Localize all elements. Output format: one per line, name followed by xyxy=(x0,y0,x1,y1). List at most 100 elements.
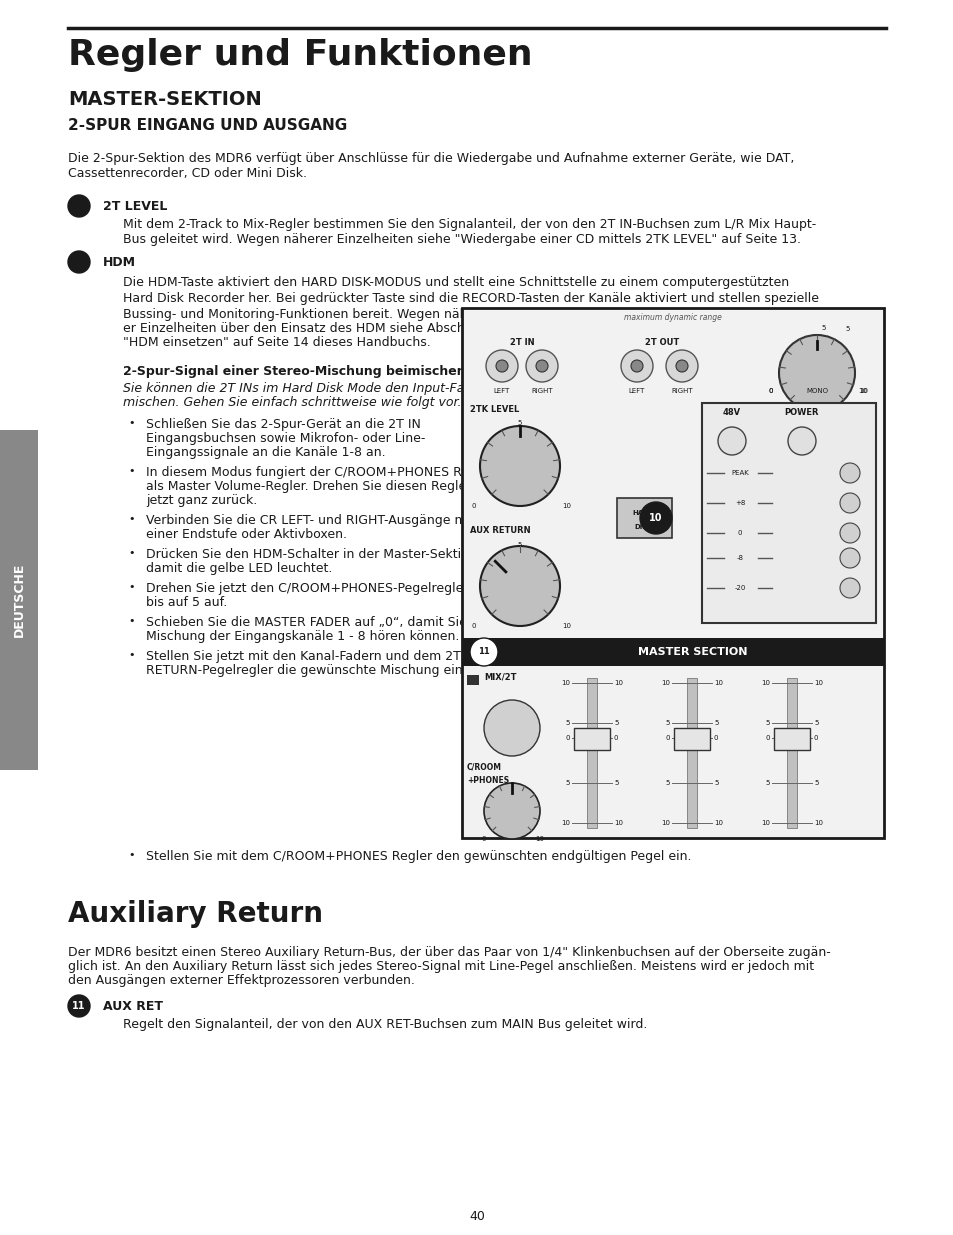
Text: -8: -8 xyxy=(736,555,742,561)
Text: 0: 0 xyxy=(565,735,569,741)
Text: +8: +8 xyxy=(734,500,744,506)
Text: RIGHT: RIGHT xyxy=(671,388,692,394)
Text: MIX/2T: MIX/2T xyxy=(483,673,516,682)
Text: 2TK LEVEL: 2TK LEVEL xyxy=(470,405,518,414)
Text: 5: 5 xyxy=(565,720,569,726)
Text: Auxiliary Return: Auxiliary Return xyxy=(68,900,323,927)
Text: 0: 0 xyxy=(471,503,476,509)
Text: 5: 5 xyxy=(509,790,514,797)
Text: 10: 10 xyxy=(713,820,722,826)
Text: Hard Disk Recorder her. Bei gedrückter Taste sind die RECORD-Tasten der Kanäle a: Hard Disk Recorder her. Bei gedrückter T… xyxy=(123,291,818,305)
Circle shape xyxy=(525,350,558,382)
Circle shape xyxy=(718,427,745,454)
Text: 0: 0 xyxy=(737,530,741,536)
Text: Stellen Sie jetzt mit den Kanal-Fadern und dem 2T: Stellen Sie jetzt mit den Kanal-Fadern u… xyxy=(146,650,460,663)
Text: •: • xyxy=(128,514,134,524)
Text: 5: 5 xyxy=(813,781,818,785)
Text: •: • xyxy=(128,582,134,592)
Circle shape xyxy=(676,359,687,372)
Circle shape xyxy=(483,783,539,839)
Text: MASTER SECTION: MASTER SECTION xyxy=(638,647,747,657)
Circle shape xyxy=(483,700,539,756)
Circle shape xyxy=(840,578,859,598)
Bar xyxy=(773,727,809,750)
Text: Drehen Sie jetzt den C/ROOM+PHONES-Pegelregler fast: Drehen Sie jetzt den C/ROOM+PHONES-Pegel… xyxy=(146,582,496,595)
Text: 10: 10 xyxy=(560,820,569,826)
Text: 0: 0 xyxy=(665,735,669,741)
Circle shape xyxy=(630,359,642,372)
Bar xyxy=(586,678,597,827)
Text: 5: 5 xyxy=(614,720,618,726)
Bar xyxy=(0,430,38,769)
Text: Stellen Sie mit dem C/ROOM+PHONES Regler den gewünschten endgültigen Pegel ein.: Stellen Sie mit dem C/ROOM+PHONES Regler… xyxy=(146,850,691,863)
Text: 5: 5 xyxy=(665,781,669,785)
Text: •: • xyxy=(128,548,134,558)
Text: 5: 5 xyxy=(713,781,718,785)
Text: RIGHT: RIGHT xyxy=(531,388,552,394)
Bar xyxy=(786,678,796,827)
Text: 5: 5 xyxy=(844,326,848,332)
Circle shape xyxy=(840,522,859,543)
Text: POWER: POWER xyxy=(784,408,819,417)
Circle shape xyxy=(536,359,547,372)
Bar xyxy=(617,498,671,538)
Text: 10: 10 xyxy=(858,388,867,394)
Text: 5: 5 xyxy=(813,720,818,726)
Text: 10: 10 xyxy=(660,820,669,826)
Text: •: • xyxy=(128,466,134,475)
Circle shape xyxy=(470,638,497,666)
Text: 5: 5 xyxy=(517,420,521,426)
Text: HDM: HDM xyxy=(103,256,136,269)
Circle shape xyxy=(496,359,507,372)
Bar xyxy=(701,403,875,622)
Text: 10: 10 xyxy=(562,503,571,509)
Bar xyxy=(686,678,697,827)
Text: DEUTSCHE: DEUTSCHE xyxy=(12,563,26,637)
Text: RETURN-Pegelregler die gewünschte Mischung ein.: RETURN-Pegelregler die gewünschte Mischu… xyxy=(146,664,466,677)
Text: Der MDR6 besitzt einen Stereo Auxiliary Return-Bus, der über das Paar von 1/4" K: Der MDR6 besitzt einen Stereo Auxiliary … xyxy=(68,946,830,960)
Text: MASTER-SEKTION: MASTER-SEKTION xyxy=(68,90,261,109)
Text: 10: 10 xyxy=(72,257,86,267)
Text: Bussing- und Monitoring-Funktionen bereit. Wegen näher-: Bussing- und Monitoring-Funktionen berei… xyxy=(123,308,483,321)
Text: Verbinden Sie die CR LEFT- und RIGHT-Ausgänge mit: Verbinden Sie die CR LEFT- und RIGHT-Aus… xyxy=(146,514,475,527)
Text: "HDM einsetzen" auf Seite 14 dieses Handbuchs.: "HDM einsetzen" auf Seite 14 dieses Hand… xyxy=(123,336,431,350)
Text: •: • xyxy=(128,850,134,860)
Circle shape xyxy=(639,501,671,534)
Text: 10: 10 xyxy=(858,388,866,394)
Text: Die HDM-Taste aktiviert den HARD DISK-MODUS und stellt eine Schnittstelle zu ein: Die HDM-Taste aktiviert den HARD DISK-MO… xyxy=(123,275,788,289)
Text: 11: 11 xyxy=(477,647,489,657)
Text: bis auf 5 auf.: bis auf 5 auf. xyxy=(146,597,227,609)
Circle shape xyxy=(68,995,90,1016)
Circle shape xyxy=(479,426,559,506)
Text: 0: 0 xyxy=(764,735,769,741)
Text: 5: 5 xyxy=(765,781,769,785)
Text: 10: 10 xyxy=(760,680,769,685)
Text: mischen. Gehen Sie einfach schrittweise wie folgt vor.: mischen. Gehen Sie einfach schrittweise … xyxy=(123,396,461,409)
Text: 48V: 48V xyxy=(722,408,740,417)
Text: •: • xyxy=(128,616,134,626)
Text: glich ist. An den Auxiliary Return lässt sich jedes Stereo-Signal mit Line-Pegel: glich ist. An den Auxiliary Return lässt… xyxy=(68,960,813,973)
Text: Mit dem 2-Track to Mix-Regler bestimmen Sie den Signalanteil, der von den 2T IN-: Mit dem 2-Track to Mix-Regler bestimmen … xyxy=(123,219,816,246)
Bar xyxy=(461,308,883,839)
Text: 0: 0 xyxy=(614,735,618,741)
Text: •: • xyxy=(128,650,134,659)
Text: In diesem Modus fungiert der C/ROOM+PHONES Regler: In diesem Modus fungiert der C/ROOM+PHON… xyxy=(146,466,493,479)
Text: Schließen Sie das 2-Spur-Gerät an die 2T IN: Schließen Sie das 2-Spur-Gerät an die 2T… xyxy=(146,417,420,431)
Text: 0: 0 xyxy=(471,622,476,629)
Text: 10: 10 xyxy=(649,513,662,522)
Bar xyxy=(467,676,478,685)
Text: 10: 10 xyxy=(813,820,822,826)
Circle shape xyxy=(840,548,859,568)
Text: Eingangssignale an die Kanäle 1-8 an.: Eingangssignale an die Kanäle 1-8 an. xyxy=(146,446,385,459)
Text: 2T OUT: 2T OUT xyxy=(644,338,679,347)
Text: 9: 9 xyxy=(75,201,83,211)
Text: 5: 5 xyxy=(665,720,669,726)
Text: AUX RET: AUX RET xyxy=(103,1000,163,1013)
Text: 10: 10 xyxy=(614,820,622,826)
Text: 10: 10 xyxy=(614,680,622,685)
Circle shape xyxy=(787,427,815,454)
Bar xyxy=(461,638,883,666)
Text: 10: 10 xyxy=(560,680,569,685)
Text: AUX RETURN: AUX RETURN xyxy=(470,526,530,535)
Circle shape xyxy=(620,350,652,382)
